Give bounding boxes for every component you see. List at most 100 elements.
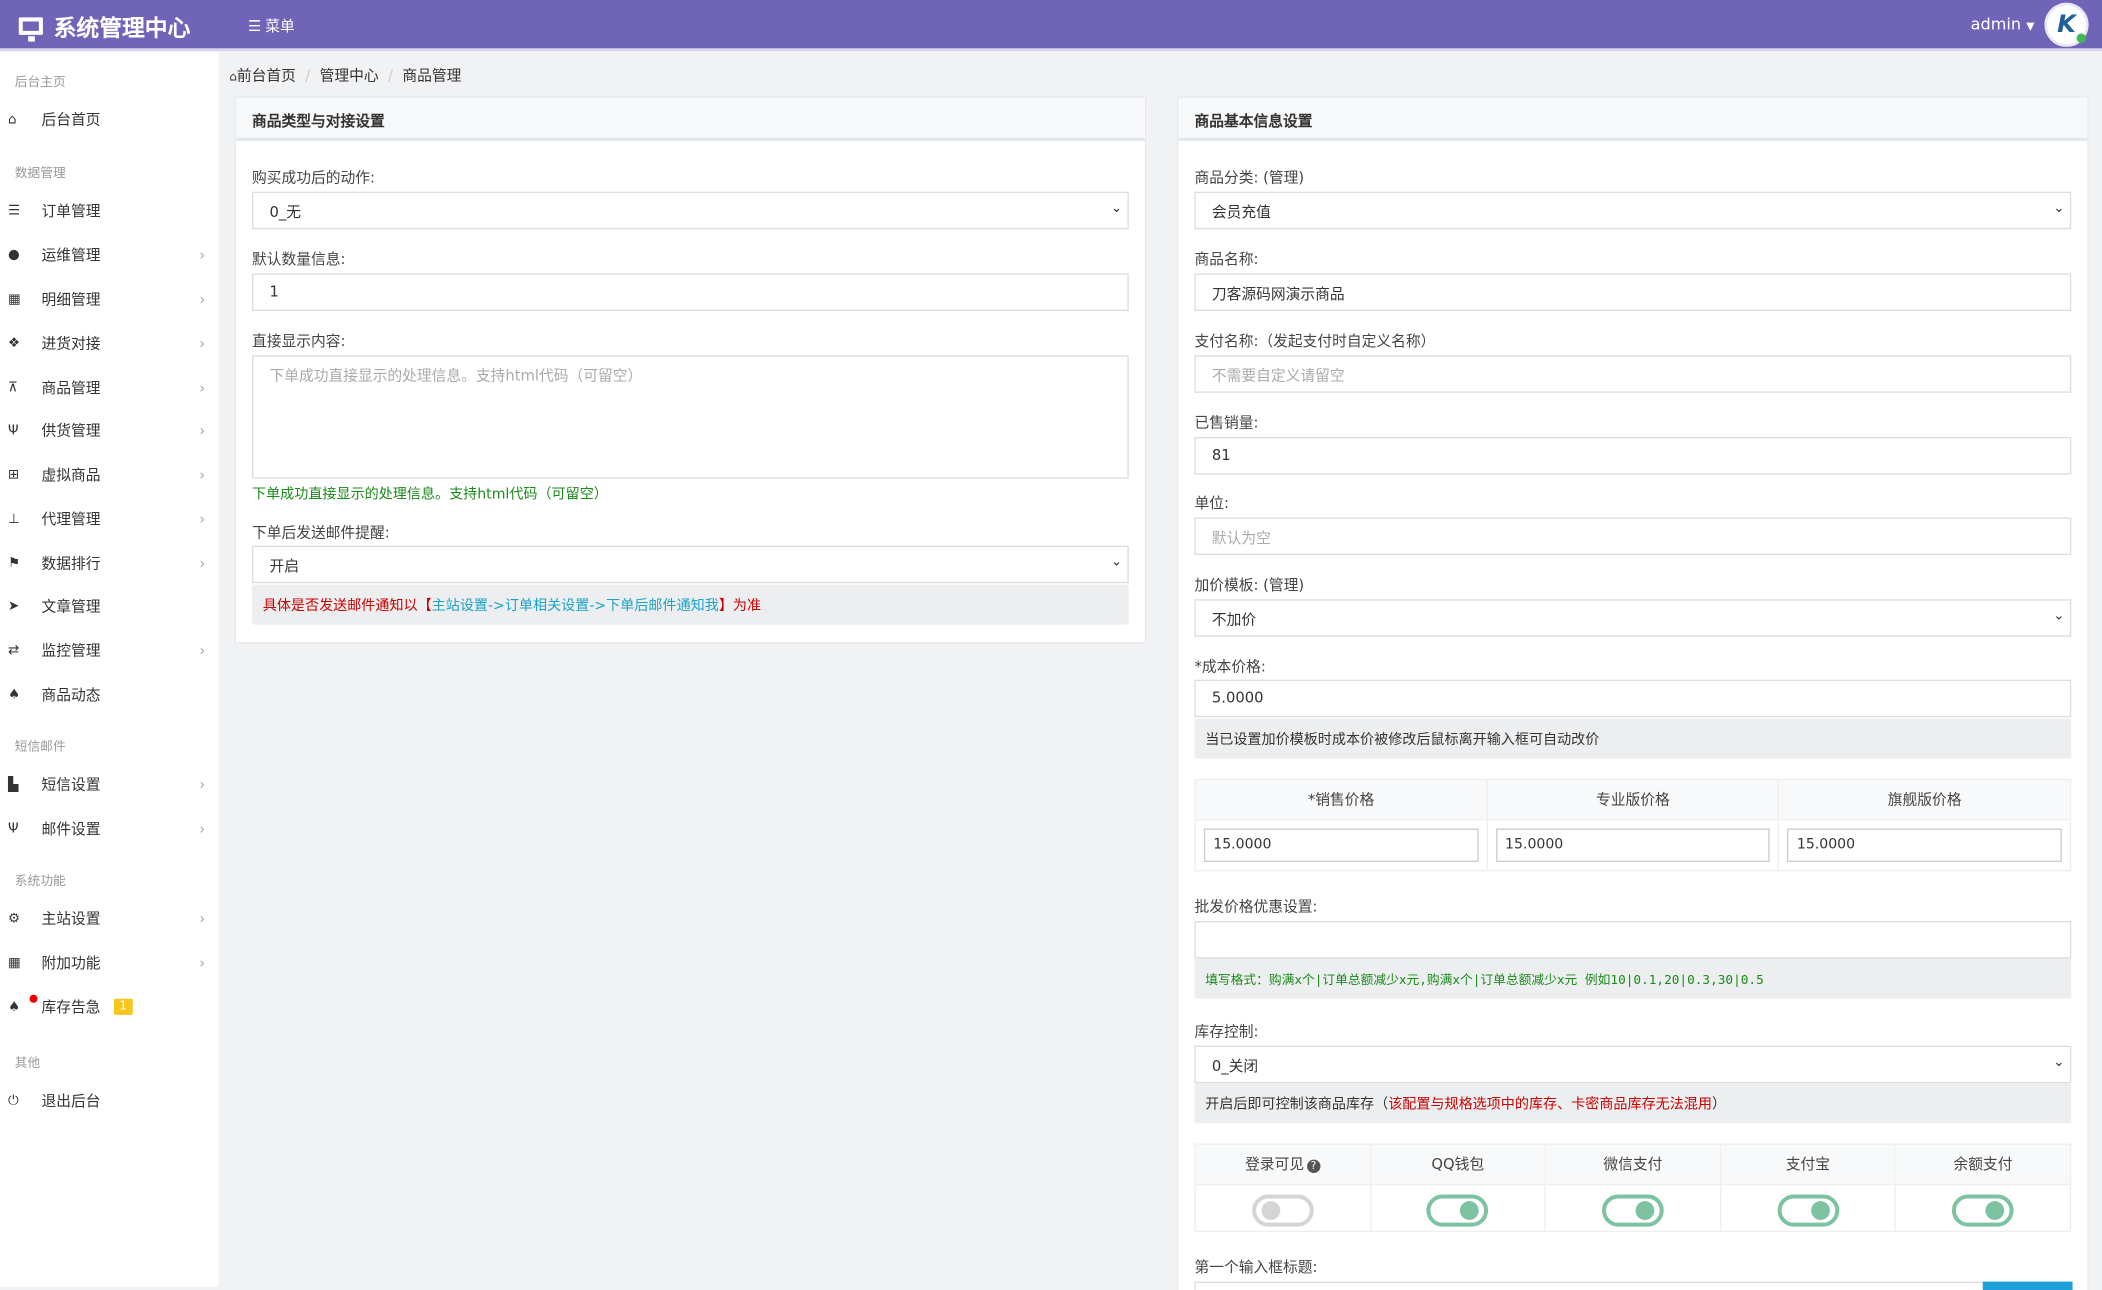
mail-settings-link[interactable]: 主站设置->订单相关设置->下单后邮件通知我 xyxy=(431,597,719,614)
sidebar-item[interactable]: ⌂ 后台首页 xyxy=(0,101,219,139)
sidebar-section-label: 其他 xyxy=(14,1056,41,1072)
top-navbar: 系统管理中心 ☰ 菜单 admin ▼ K xyxy=(0,0,2102,51)
toggle-label: 登录可见? xyxy=(1195,1144,1370,1186)
first-input-button[interactable] xyxy=(1982,1281,2073,1290)
help-icon[interactable]: ? xyxy=(1306,1159,1321,1174)
toggle-label: 支付宝 xyxy=(1721,1144,1895,1186)
toggle-knob xyxy=(1985,1201,2005,1220)
home-icon: ⌂ xyxy=(8,111,17,127)
payname-input[interactable]: 不需要自定义请留空 xyxy=(1194,355,2072,393)
sidebar-item[interactable]: Ψ 供货管理 › xyxy=(0,412,219,450)
toggle-switch[interactable] xyxy=(1777,1194,1839,1227)
sidebar-item[interactable]: ⊞ 虚拟商品 › xyxy=(0,456,219,494)
sidebar-item[interactable]: ⚙ 主站设置 › xyxy=(0,900,219,938)
stock-select[interactable]: 0_关闭 ⌄ xyxy=(1194,1045,2072,1084)
retweet-icon: ⇄ xyxy=(8,642,20,658)
send-icon: ➤ xyxy=(8,598,20,614)
unit-input[interactable]: 默认为空 xyxy=(1194,517,2072,556)
chevron-right-icon: › xyxy=(199,378,206,397)
select-value: 会员充值 xyxy=(1211,203,1271,222)
sidebar-item[interactable]: ▦ 附加功能 › xyxy=(0,944,219,982)
sidebar-item[interactable]: ⏻ 退出后台 xyxy=(0,1082,219,1120)
sidebar-item[interactable]: ⊥ 代理管理 › xyxy=(0,500,219,538)
sidebar-item[interactable]: ● 运维管理 › xyxy=(0,236,219,274)
sidebar-item[interactable]: ⚑ 数据排行 › xyxy=(0,544,219,582)
category-select[interactable]: 会员充值 ⌄ xyxy=(1194,191,2072,230)
toggle-column: 支付宝 xyxy=(1721,1144,1897,1231)
sidebar-item[interactable]: ♠ 商品动态 xyxy=(0,676,219,714)
mail-label: 下单后发送邮件提醒: xyxy=(252,524,390,542)
calendar-icon: ▦ xyxy=(8,291,21,307)
mail-note: 具体是否发送邮件通知以【主站设置->订单相关设置->下单后邮件通知我】为准 xyxy=(252,584,1129,625)
column-header: *销售价格 xyxy=(1195,780,1487,821)
toggle-label: 余额支付 xyxy=(1896,1144,2070,1186)
sidebar-item[interactable]: ➤ 文章管理 xyxy=(0,587,219,625)
online-status-icon xyxy=(2076,33,2086,43)
sidebar-item-label: 虚拟商品 xyxy=(41,466,101,484)
sidebar-item[interactable]: ▙ 短信设置 › xyxy=(0,765,219,803)
chevron-right-icon: › xyxy=(199,953,206,972)
sidebar-item[interactable]: Ψ 邮件设置 › xyxy=(0,810,219,848)
toggle-label-text: 微信支付 xyxy=(1603,1155,1663,1174)
mail-select[interactable]: 开启 ⌄ xyxy=(252,545,1129,584)
toggle-switch[interactable] xyxy=(1251,1194,1314,1227)
category-label: 商品分类: (管理) xyxy=(1194,168,1305,187)
sidebar-item-label: 数据排行 xyxy=(41,555,101,573)
toggle-column: 登录可见? xyxy=(1195,1144,1371,1231)
sidebar-item[interactable]: ☰ 订单管理 xyxy=(0,192,219,230)
sidebar-item[interactable]: ⇄ 监控管理 › xyxy=(0,631,219,669)
user-menu[interactable]: admin ▼ xyxy=(1971,15,2035,34)
breadcrumb-admin[interactable]: 管理中心 xyxy=(319,67,379,85)
sold-input[interactable]: 81 xyxy=(1194,437,2072,475)
breadcrumb-home[interactable]: 前台首页 xyxy=(236,67,296,85)
first-input-title[interactable] xyxy=(1194,1281,2072,1290)
comments-icon: ● xyxy=(8,247,20,263)
display-textarea[interactable]: 下单成功直接显示的处理信息。支持html代码（可留空） xyxy=(252,355,1129,479)
sale-price-input[interactable]: 15.0000 xyxy=(1203,828,1479,863)
sidebar-section-label: 数据管理 xyxy=(14,166,66,181)
sidebar-item[interactable]: ▦ 明细管理 › xyxy=(0,280,219,318)
panel-title: 商品类型与对接设置 xyxy=(235,97,1145,141)
cost-label: *成本价格: xyxy=(1194,658,1266,676)
toggle-switch[interactable] xyxy=(1426,1194,1489,1227)
grid-icon: ⊞ xyxy=(8,467,20,482)
menu-label: 菜单 xyxy=(265,17,295,35)
pro-price-input[interactable]: 15.0000 xyxy=(1495,828,1771,863)
sidebar-item-label: 商品管理 xyxy=(41,379,101,397)
select-value: 0_无 xyxy=(269,203,301,222)
flagship-price-input[interactable]: 15.0000 xyxy=(1787,828,2062,863)
avatar-logo: K xyxy=(2057,10,2076,39)
name-input[interactable]: 刀客源码网演示商品 xyxy=(1194,273,2072,312)
sidebar-item[interactable]: ♠ 库存告急 1 xyxy=(0,988,219,1026)
sidebar-item-label: 代理管理 xyxy=(41,510,101,529)
sidebar-item-label: 附加功能 xyxy=(41,954,101,972)
gear-icon: ⚙ xyxy=(8,910,21,926)
action-select[interactable]: 0_无 ⌄ xyxy=(252,191,1129,230)
sidebar-item[interactable]: ⊼ 商品管理 › xyxy=(0,369,219,407)
avatar[interactable]: K xyxy=(2044,2,2089,47)
brand[interactable]: 系统管理中心 xyxy=(18,9,190,43)
cost-input[interactable]: 5.0000 xyxy=(1194,679,2072,718)
price-col-flagship: 旗舰版价格 15.0000 xyxy=(1779,780,2070,870)
sidebar-item[interactable]: ❖ 进货对接 › xyxy=(0,324,219,362)
bell-icon: ♠ xyxy=(8,687,21,702)
display-help: 下单成功直接显示的处理信息。支持html代码（可留空） xyxy=(252,486,608,503)
caret-down-icon: ▼ xyxy=(2026,20,2035,33)
sidebar-item-label: 监控管理 xyxy=(41,642,101,660)
cart-icon: ⊼ xyxy=(8,380,18,395)
note-text: 开启后即可控制该商品库存（ xyxy=(1205,1096,1389,1113)
username: admin xyxy=(1970,14,2022,34)
toggle-switch[interactable] xyxy=(1601,1194,1664,1227)
flag-icon: ⚑ xyxy=(8,555,21,571)
wholesale-input[interactable] xyxy=(1194,920,2072,959)
toggle-table: 登录可见? QQ钱包 微信支付 支付宝 余额支付 xyxy=(1194,1143,2072,1233)
toggle-knob xyxy=(1635,1201,1655,1220)
toggle-column: 余额支付 xyxy=(1896,1144,2070,1231)
qty-input[interactable]: 1 xyxy=(252,273,1129,312)
select-value: 开启 xyxy=(269,557,299,576)
toggle-label-text: 余额支付 xyxy=(1953,1155,2013,1174)
toggle-switch[interactable] xyxy=(1952,1194,2014,1227)
markup-select[interactable]: 不加价 ⌄ xyxy=(1194,599,2072,637)
menu-toggle-button[interactable]: ☰ 菜单 xyxy=(248,15,295,36)
power-icon: ⏻ xyxy=(8,1093,19,1109)
